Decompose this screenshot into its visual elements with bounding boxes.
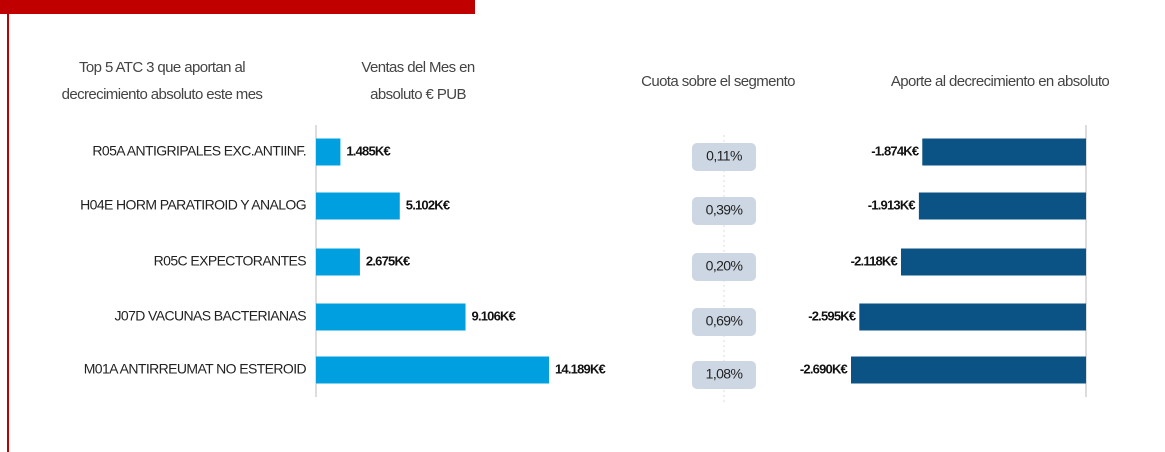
category-label: M01A ANTIRREUMAT NO ESTEROID	[84, 361, 307, 377]
column-header: absoluto € PUB	[370, 86, 466, 103]
left-border	[7, 14, 9, 452]
category-label: J07D VACUNAS BACTERIANAS	[114, 308, 306, 324]
column-header: decrecimiento absoluto este mes	[62, 86, 263, 103]
bar	[316, 138, 341, 166]
share-pill	[692, 143, 756, 171]
share-label: 0,20%	[706, 258, 743, 274]
category-label: R05A ANTIGRIPALES EXC.ANTIINF.	[92, 143, 306, 159]
title-banner	[0, 0, 475, 14]
bar	[900, 248, 1086, 276]
bar	[316, 356, 549, 384]
share-label: 1,08%	[706, 366, 743, 382]
value-label: -2.690K€	[800, 361, 848, 376]
bar	[316, 248, 360, 276]
bar	[918, 192, 1086, 220]
share-label: 0,39%	[706, 202, 743, 218]
value-label: 14.189K€	[555, 361, 606, 376]
bar	[316, 303, 466, 331]
share-pill	[692, 361, 756, 389]
category-label: H04E HORM PARATIROID Y ANALOG	[80, 197, 306, 213]
category-label: R05C EXPECTORANTES	[154, 253, 307, 269]
column-header: Cuota sobre el segmento	[641, 73, 795, 90]
share-label: 0,69%	[706, 313, 743, 329]
value-label: 5.102K€	[406, 197, 450, 212]
value-label: -1.874K€	[871, 143, 919, 158]
column-header: Top 5 ATC 3 que aportan al	[79, 59, 245, 76]
share-label: 0,11%	[706, 148, 742, 164]
value-label: -1.913K€	[868, 197, 916, 212]
bar	[851, 356, 1086, 384]
bar	[316, 192, 400, 220]
value-label: 2.675K€	[366, 253, 410, 268]
column-header: Ventas del Mes en	[361, 59, 474, 76]
value-label: 1.485K€	[346, 143, 390, 158]
bar	[922, 138, 1086, 166]
value-label: -2.118K€	[851, 253, 898, 268]
value-label: 9.106K€	[472, 308, 516, 323]
bar	[859, 303, 1086, 331]
share-pill	[692, 308, 756, 336]
value-label: -2.595K€	[808, 308, 856, 323]
share-pill	[692, 253, 756, 281]
column-header: Aporte al decrecimiento en absoluto	[891, 73, 1110, 90]
share-pill	[692, 197, 756, 225]
